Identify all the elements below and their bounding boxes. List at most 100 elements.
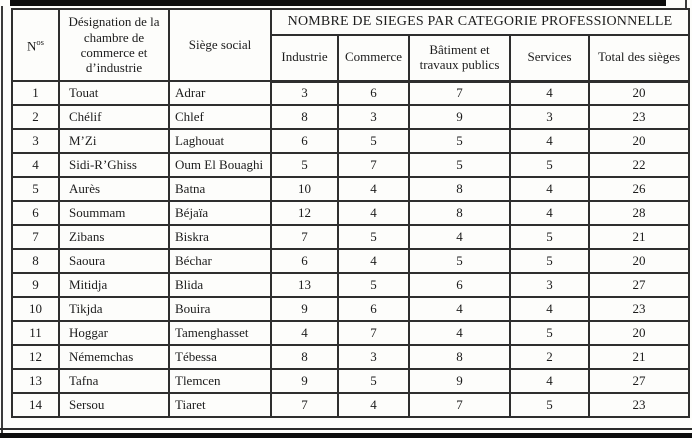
- table-row: 13 Tafna Tlemcen 9 5 9 4 27: [11, 368, 691, 394]
- cell-total: 20: [587, 80, 691, 106]
- cell-industrie: 8: [270, 344, 339, 370]
- cell-designation: Némemchas: [58, 344, 170, 370]
- cell-services: 5: [509, 224, 590, 250]
- cell-designation: Sidi-R’Ghiss: [58, 152, 170, 178]
- table-row: 12 Némemchas Tébessa 8 3 8 2 21: [11, 344, 691, 370]
- cell-no: 7: [11, 224, 60, 250]
- cell-commerce: 3: [337, 104, 410, 130]
- cell-batiment: 9: [408, 368, 511, 394]
- cell-services: 4: [509, 80, 590, 106]
- cell-siege-social: Bouira: [168, 296, 272, 322]
- cell-industrie: 12: [270, 200, 339, 226]
- cell-industrie: 7: [270, 392, 339, 418]
- cell-no: 1: [11, 80, 60, 106]
- cell-siege-social: Tamenghasset: [168, 320, 272, 346]
- cell-designation: Tafna: [58, 368, 170, 394]
- cell-services: 5: [509, 392, 590, 418]
- cell-siege-social: Blida: [168, 272, 272, 298]
- cell-designation: Chélif: [58, 104, 170, 130]
- cell-commerce: 4: [337, 200, 410, 226]
- col-header-no: Nos: [11, 8, 60, 82]
- cell-designation: Saoura: [58, 248, 170, 274]
- cell-no: 14: [11, 392, 60, 418]
- cell-batiment: 5: [408, 152, 511, 178]
- cell-total: 23: [587, 392, 691, 418]
- cell-total: 23: [587, 296, 691, 322]
- col-header-siege-social: Siège social: [168, 8, 272, 82]
- table-row: 7 Zibans Biskra 7 5 4 5 21: [11, 224, 691, 250]
- cell-commerce: 6: [337, 80, 410, 106]
- cell-total: 20: [587, 128, 691, 154]
- bottom-rule-thick: [0, 433, 692, 438]
- no-label: N: [27, 38, 37, 53]
- cell-no: 9: [11, 272, 60, 298]
- cell-designation: Zibans: [58, 224, 170, 250]
- cell-total: 23: [587, 104, 691, 130]
- cell-siege-social: Batna: [168, 176, 272, 202]
- cell-no: 8: [11, 248, 60, 274]
- cell-industrie: 7: [270, 224, 339, 250]
- cell-total: 20: [587, 248, 691, 274]
- cell-batiment: 5: [408, 248, 511, 274]
- cell-services: 5: [509, 320, 590, 346]
- table-row: 6 Soummam Béjaïa 12 4 8 4 28: [11, 200, 691, 226]
- table-row: 4 Sidi-R’Ghiss Oum El Bouaghi 5 7 5 5 22: [11, 152, 691, 178]
- cell-no: 3: [11, 128, 60, 154]
- cell-batiment: 4: [408, 296, 511, 322]
- cell-no: 12: [11, 344, 60, 370]
- cell-total: 20: [587, 320, 691, 346]
- cell-industrie: 6: [270, 128, 339, 154]
- cell-industrie: 13: [270, 272, 339, 298]
- table-row: 11 Hoggar Tamenghasset 4 7 4 5 20: [11, 320, 691, 346]
- cell-industrie: 3: [270, 80, 339, 106]
- cell-siege-social: Tlemcen: [168, 368, 272, 394]
- seats-table: Nos Désignation de la chambre de commerc…: [11, 8, 691, 418]
- header-row-top: Nos Désignation de la chambre de commerc…: [11, 8, 691, 82]
- cell-batiment: 8: [408, 344, 511, 370]
- table-row: 3 M’Zi Laghouat 6 5 5 4 20: [11, 128, 691, 154]
- cell-no: 11: [11, 320, 60, 346]
- cell-industrie: 6: [270, 248, 339, 274]
- cell-commerce: 5: [337, 128, 410, 154]
- cell-siege-social: Béjaïa: [168, 200, 272, 226]
- cell-total: 26: [587, 176, 691, 202]
- col-header-total: Total des sièges: [587, 34, 691, 83]
- cell-siege-social: Chlef: [168, 104, 272, 130]
- cell-commerce: 4: [337, 392, 410, 418]
- cell-batiment: 8: [408, 176, 511, 202]
- col-header-batiment: Bâtiment et travaux publics: [408, 34, 511, 83]
- table-row: 5 Aurès Batna 10 4 8 4 26: [11, 176, 691, 202]
- cell-commerce: 5: [337, 368, 410, 394]
- cell-total: 21: [587, 344, 691, 370]
- cell-services: 5: [509, 152, 590, 178]
- no-superscript: os: [36, 36, 44, 47]
- cell-designation: Touat: [58, 80, 170, 106]
- cell-batiment: 9: [408, 104, 511, 130]
- table-row: 9 Mitidja Blida 13 5 6 3 27: [11, 272, 691, 298]
- table-row: 10 Tikjda Bouira 9 6 4 4 23: [11, 296, 691, 322]
- cell-industrie: 9: [270, 368, 339, 394]
- cell-no: 10: [11, 296, 60, 322]
- cell-industrie: 9: [270, 296, 339, 322]
- table-row: 14 Sersou Tiaret 7 4 7 5 23: [11, 392, 691, 418]
- cell-designation: Soummam: [58, 200, 170, 226]
- cell-services: 4: [509, 200, 590, 226]
- cell-siege-social: Tébessa: [168, 344, 272, 370]
- cell-no: 13: [11, 368, 60, 394]
- bottom-rule-thin: [0, 428, 692, 430]
- cell-commerce: 7: [337, 320, 410, 346]
- cell-designation: Tikjda: [58, 296, 170, 322]
- cell-services: 3: [509, 272, 590, 298]
- cell-commerce: 5: [337, 272, 410, 298]
- table-row: 8 Saoura Béchar 6 4 5 5 20: [11, 248, 691, 274]
- cell-services: 2: [509, 344, 590, 370]
- cell-services: 4: [509, 176, 590, 202]
- cell-designation: Aurès: [58, 176, 170, 202]
- cell-total: 21: [587, 224, 691, 250]
- cell-services: 3: [509, 104, 590, 130]
- cell-designation: Mitidja: [58, 272, 170, 298]
- cell-commerce: 6: [337, 296, 410, 322]
- table-row: 1 Touat Adrar 3 6 7 4 20: [11, 80, 691, 106]
- col-header-industrie: Industrie: [270, 34, 339, 83]
- cell-commerce: 4: [337, 248, 410, 274]
